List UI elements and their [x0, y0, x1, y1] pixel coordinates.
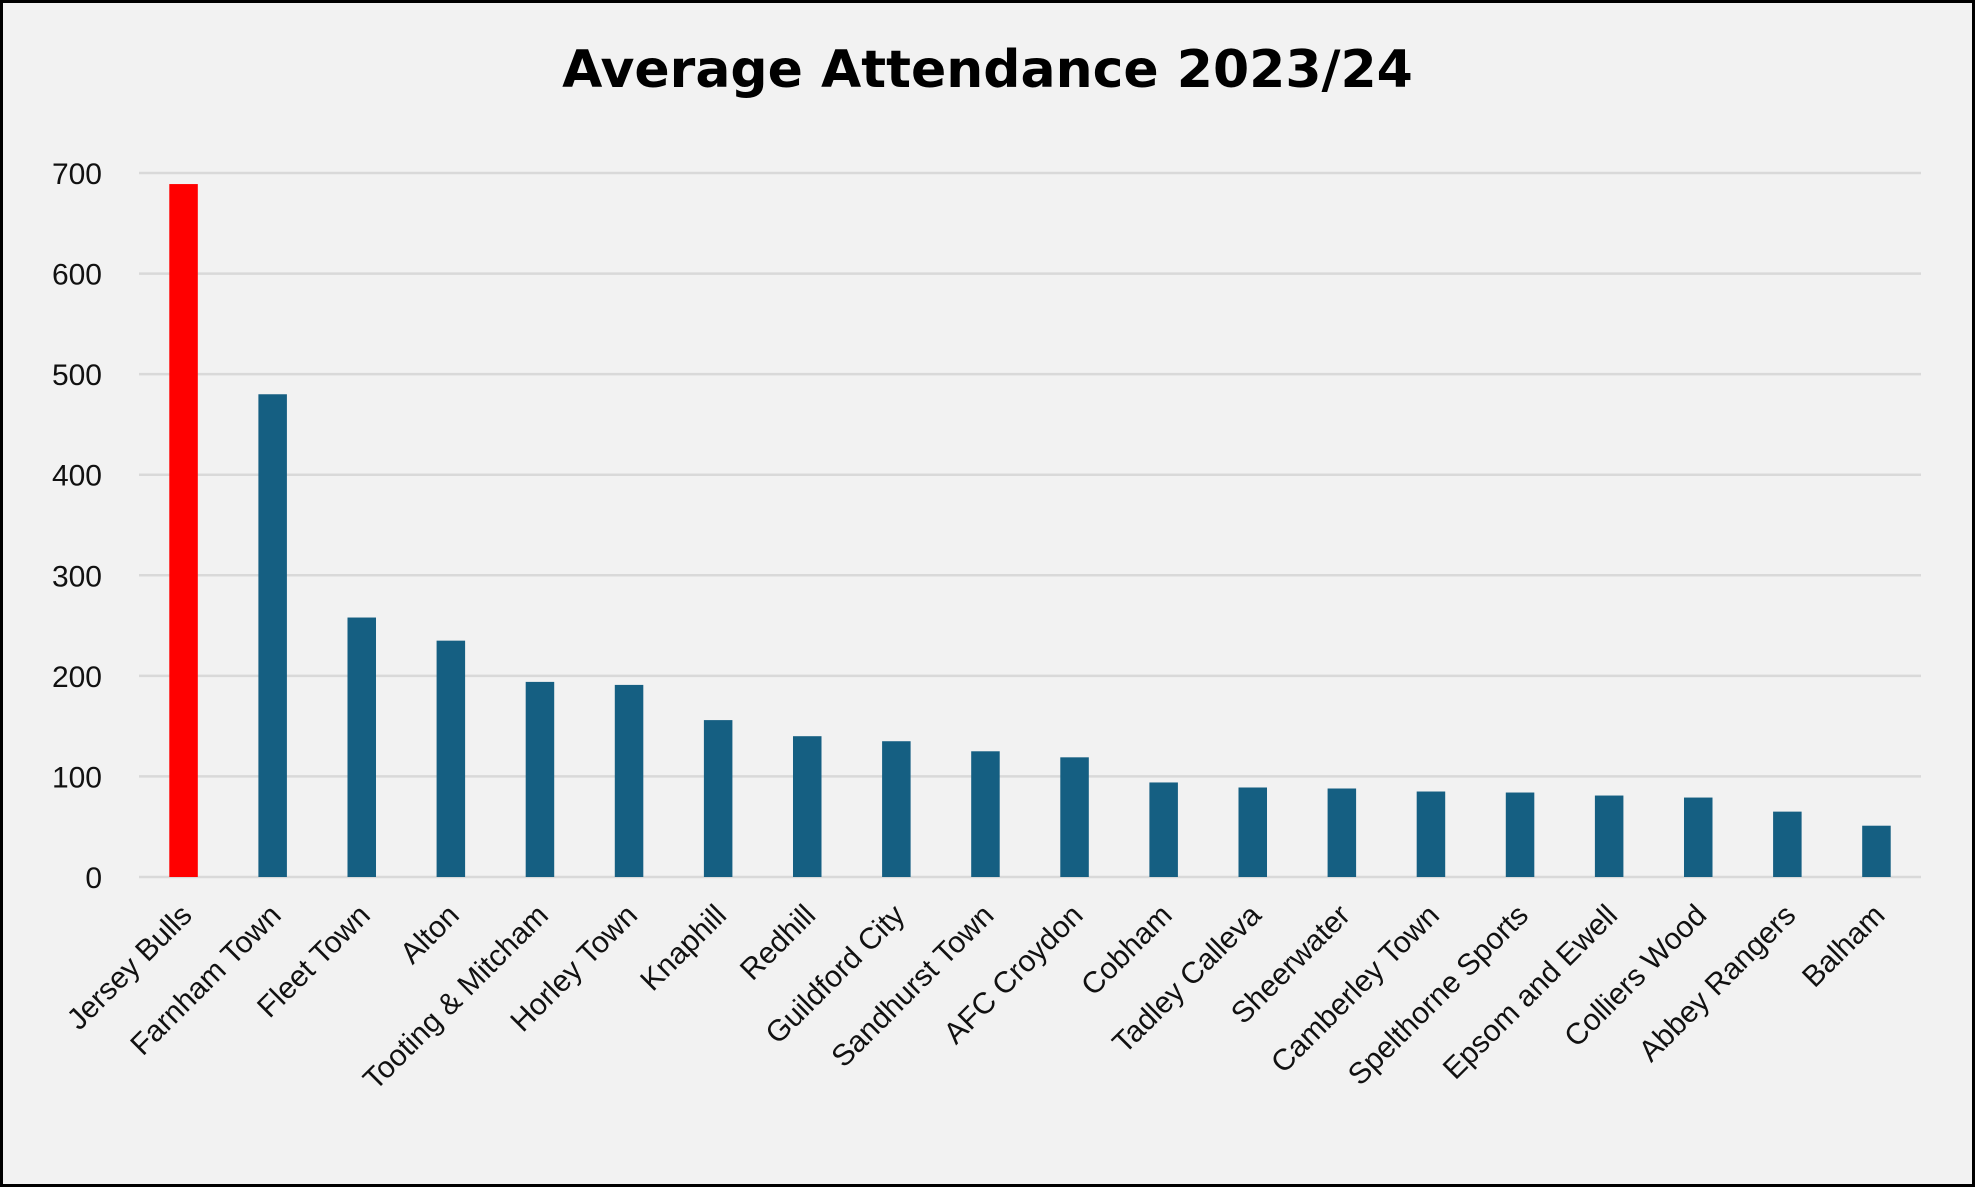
bar — [1060, 757, 1089, 877]
bar — [1594, 795, 1624, 877]
y-tick-label: 600 — [52, 259, 102, 292]
y-tick-label: 0 — [85, 862, 102, 895]
y-tick-label: 500 — [52, 359, 102, 392]
bar — [1683, 797, 1713, 877]
y-tick-label: 700 — [52, 158, 102, 191]
x-category-label: Camberley Town — [1265, 899, 1446, 1080]
bar — [1327, 788, 1357, 877]
y-tick-label: 300 — [52, 560, 102, 593]
y-tick-label: 200 — [52, 661, 102, 694]
bar — [971, 751, 1000, 877]
y-tick-label: 100 — [52, 761, 102, 794]
bar — [703, 720, 733, 877]
bar — [1773, 811, 1802, 877]
bar — [1149, 782, 1178, 877]
x-category-label: Farnham Town — [124, 899, 287, 1062]
bar — [614, 684, 644, 877]
bar — [882, 741, 911, 877]
x-category-label: Abbey Rangers — [1633, 899, 1803, 1069]
x-category-label: Alton — [394, 899, 466, 971]
bar — [525, 681, 555, 877]
bar — [1238, 787, 1268, 877]
x-category-label: Sandhurst Town — [825, 899, 1000, 1074]
y-tick-label: 400 — [52, 460, 102, 493]
x-category-label: Balham — [1796, 899, 1891, 994]
bar — [169, 184, 198, 877]
x-category-label: Redhill — [734, 899, 822, 987]
bar — [1862, 825, 1891, 877]
bar — [1416, 791, 1446, 877]
x-category-label: Knaphill — [634, 899, 733, 998]
bar — [347, 617, 377, 877]
bar — [792, 736, 822, 877]
chart-title: Average Attendance 2023/24 — [562, 40, 1413, 100]
bar — [436, 640, 466, 877]
bar — [1505, 792, 1535, 877]
bar — [258, 394, 287, 877]
